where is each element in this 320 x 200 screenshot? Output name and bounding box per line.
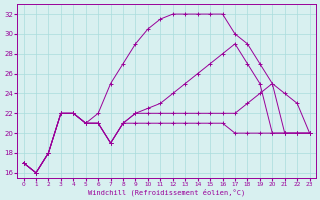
X-axis label: Windchill (Refroidissement éolien,°C): Windchill (Refroidissement éolien,°C) xyxy=(88,188,245,196)
